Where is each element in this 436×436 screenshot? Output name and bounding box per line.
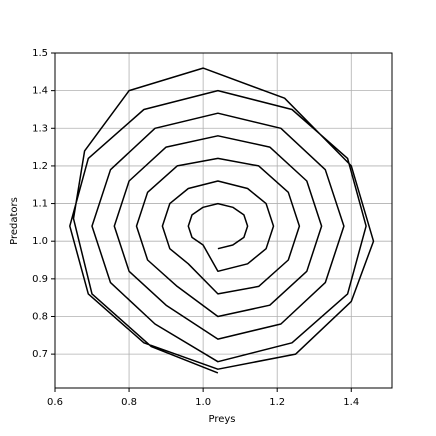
x-tick-label: 0.8 bbox=[121, 397, 137, 408]
x-tick-label: 1.2 bbox=[269, 397, 285, 408]
y-tick-label: 1.2 bbox=[32, 161, 48, 172]
y-tick-label: 1.5 bbox=[32, 48, 48, 59]
y-tick-label: 0.8 bbox=[32, 311, 48, 322]
data-line bbox=[69, 67, 375, 374]
y-tick-label: 0.7 bbox=[32, 349, 48, 360]
y-tick-label: 1.1 bbox=[32, 199, 48, 210]
y-tick-label: 1.3 bbox=[32, 123, 48, 134]
x-tick-label: 0.6 bbox=[47, 397, 63, 408]
y-tick-label: 0.9 bbox=[32, 274, 48, 285]
x-axis-label: Preys bbox=[208, 414, 235, 425]
y-axis-label: Predators bbox=[9, 197, 20, 245]
y-tick-label: 1.0 bbox=[32, 236, 48, 247]
x-tick-label: 1.4 bbox=[343, 397, 359, 408]
y-tick-label: 1.4 bbox=[32, 86, 48, 97]
plot-frame bbox=[54, 52, 393, 389]
x-tick-label: 1.0 bbox=[195, 397, 211, 408]
